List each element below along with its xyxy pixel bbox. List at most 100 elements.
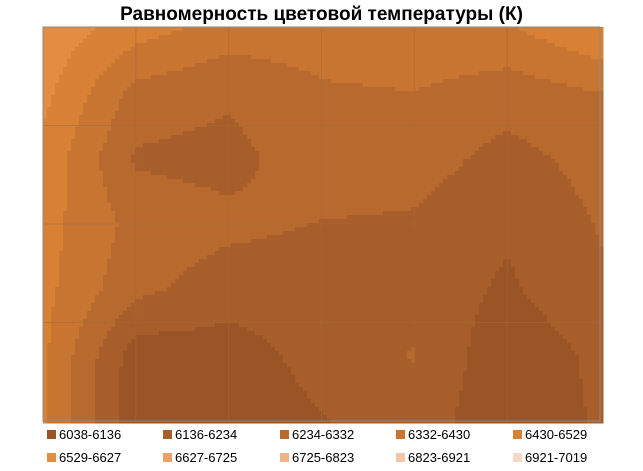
contour-cell <box>591 67 596 72</box>
contour-cell <box>567 39 572 44</box>
contour-cell <box>455 103 460 108</box>
contour-cell <box>543 155 548 160</box>
contour-cell <box>555 43 560 48</box>
contour-cell <box>103 115 108 120</box>
contour-cell <box>511 59 516 64</box>
contour-cell <box>507 143 512 148</box>
contour-cell <box>511 91 516 96</box>
contour-cell <box>299 79 304 84</box>
contour-cell <box>191 39 196 44</box>
contour-cell <box>163 155 168 160</box>
contour-cell <box>275 83 280 88</box>
contour-cell <box>51 47 56 52</box>
contour-cell <box>279 163 284 168</box>
contour-cell <box>283 167 288 172</box>
contour-cell <box>555 35 560 40</box>
contour-cell <box>351 71 356 76</box>
contour-cell <box>359 147 364 152</box>
contour-cell <box>219 87 224 92</box>
contour-cell <box>59 55 64 60</box>
contour-cell <box>383 55 388 60</box>
contour-cell <box>247 143 252 148</box>
contour-cell <box>355 55 360 60</box>
contour-cell <box>435 91 440 96</box>
contour-cell <box>383 115 388 120</box>
contour-cell <box>159 147 164 152</box>
contour-cell <box>259 35 264 40</box>
contour-cell <box>223 131 228 136</box>
contour-cell <box>331 167 336 172</box>
contour-cell <box>459 83 464 88</box>
contour-cell <box>179 151 184 156</box>
contour-cell <box>407 139 412 144</box>
contour-cell <box>279 151 284 156</box>
contour-cell <box>163 67 168 72</box>
contour-cell <box>443 35 448 40</box>
contour-cell <box>431 59 436 64</box>
contour-cell <box>235 115 240 120</box>
contour-cell <box>47 147 52 152</box>
contour-cell <box>67 35 72 40</box>
contour-cell <box>383 163 388 168</box>
contour-cell <box>311 111 316 116</box>
contour-cell <box>323 35 328 40</box>
contour-cell <box>219 75 224 80</box>
contour-cell <box>483 163 488 168</box>
contour-cell <box>523 47 528 52</box>
contour-cell <box>411 167 416 172</box>
contour-cell <box>311 151 316 156</box>
contour-cell <box>99 39 104 44</box>
contour-cell <box>531 75 536 80</box>
contour-cell <box>483 75 488 80</box>
contour-cell <box>435 151 440 156</box>
contour-cell <box>87 151 92 156</box>
contour-cell <box>323 91 328 96</box>
contour-cell <box>547 151 552 156</box>
contour-cell <box>567 63 572 68</box>
contour-cell <box>43 31 48 36</box>
contour-cell <box>187 103 192 108</box>
contour-cell <box>503 99 508 104</box>
contour-cell <box>331 131 336 136</box>
contour-cell <box>219 35 224 40</box>
contour-cell <box>599 111 604 116</box>
contour-cell <box>119 35 124 40</box>
contour-cell <box>135 31 140 36</box>
contour-cell <box>271 155 276 160</box>
contour-cell <box>311 147 316 152</box>
contour-cell <box>139 95 144 100</box>
contour-cell <box>287 155 292 160</box>
contour-cell <box>543 75 548 80</box>
contour-cell <box>323 99 328 104</box>
contour-cell <box>247 127 252 132</box>
contour-cell <box>191 67 196 72</box>
contour-cell <box>95 67 100 72</box>
contour-cell <box>351 39 356 44</box>
contour-cell <box>543 31 548 36</box>
contour-cell <box>535 151 540 156</box>
contour-cell <box>203 111 208 116</box>
contour-cell <box>567 155 572 160</box>
contour-cell <box>535 115 540 120</box>
contour-cell <box>231 31 236 36</box>
contour-cell <box>579 139 584 144</box>
contour-cell <box>335 107 340 112</box>
contour-cell <box>499 163 504 168</box>
contour-cell <box>175 43 180 48</box>
contour-cell <box>359 71 364 76</box>
contour-cell <box>487 99 492 104</box>
contour-cell <box>543 59 548 64</box>
contour-cell <box>287 135 292 140</box>
contour-cell <box>223 31 228 36</box>
contour-cell <box>515 119 520 124</box>
contour-cell <box>371 99 376 104</box>
contour-cell <box>579 27 584 32</box>
contour-cell <box>279 79 284 84</box>
contour-cell <box>279 147 284 152</box>
contour-cell <box>231 79 236 84</box>
contour-cell <box>491 39 496 44</box>
contour-cell <box>359 115 364 120</box>
contour-cell <box>419 103 424 108</box>
contour-cell <box>551 59 556 64</box>
contour-cell <box>371 111 376 116</box>
